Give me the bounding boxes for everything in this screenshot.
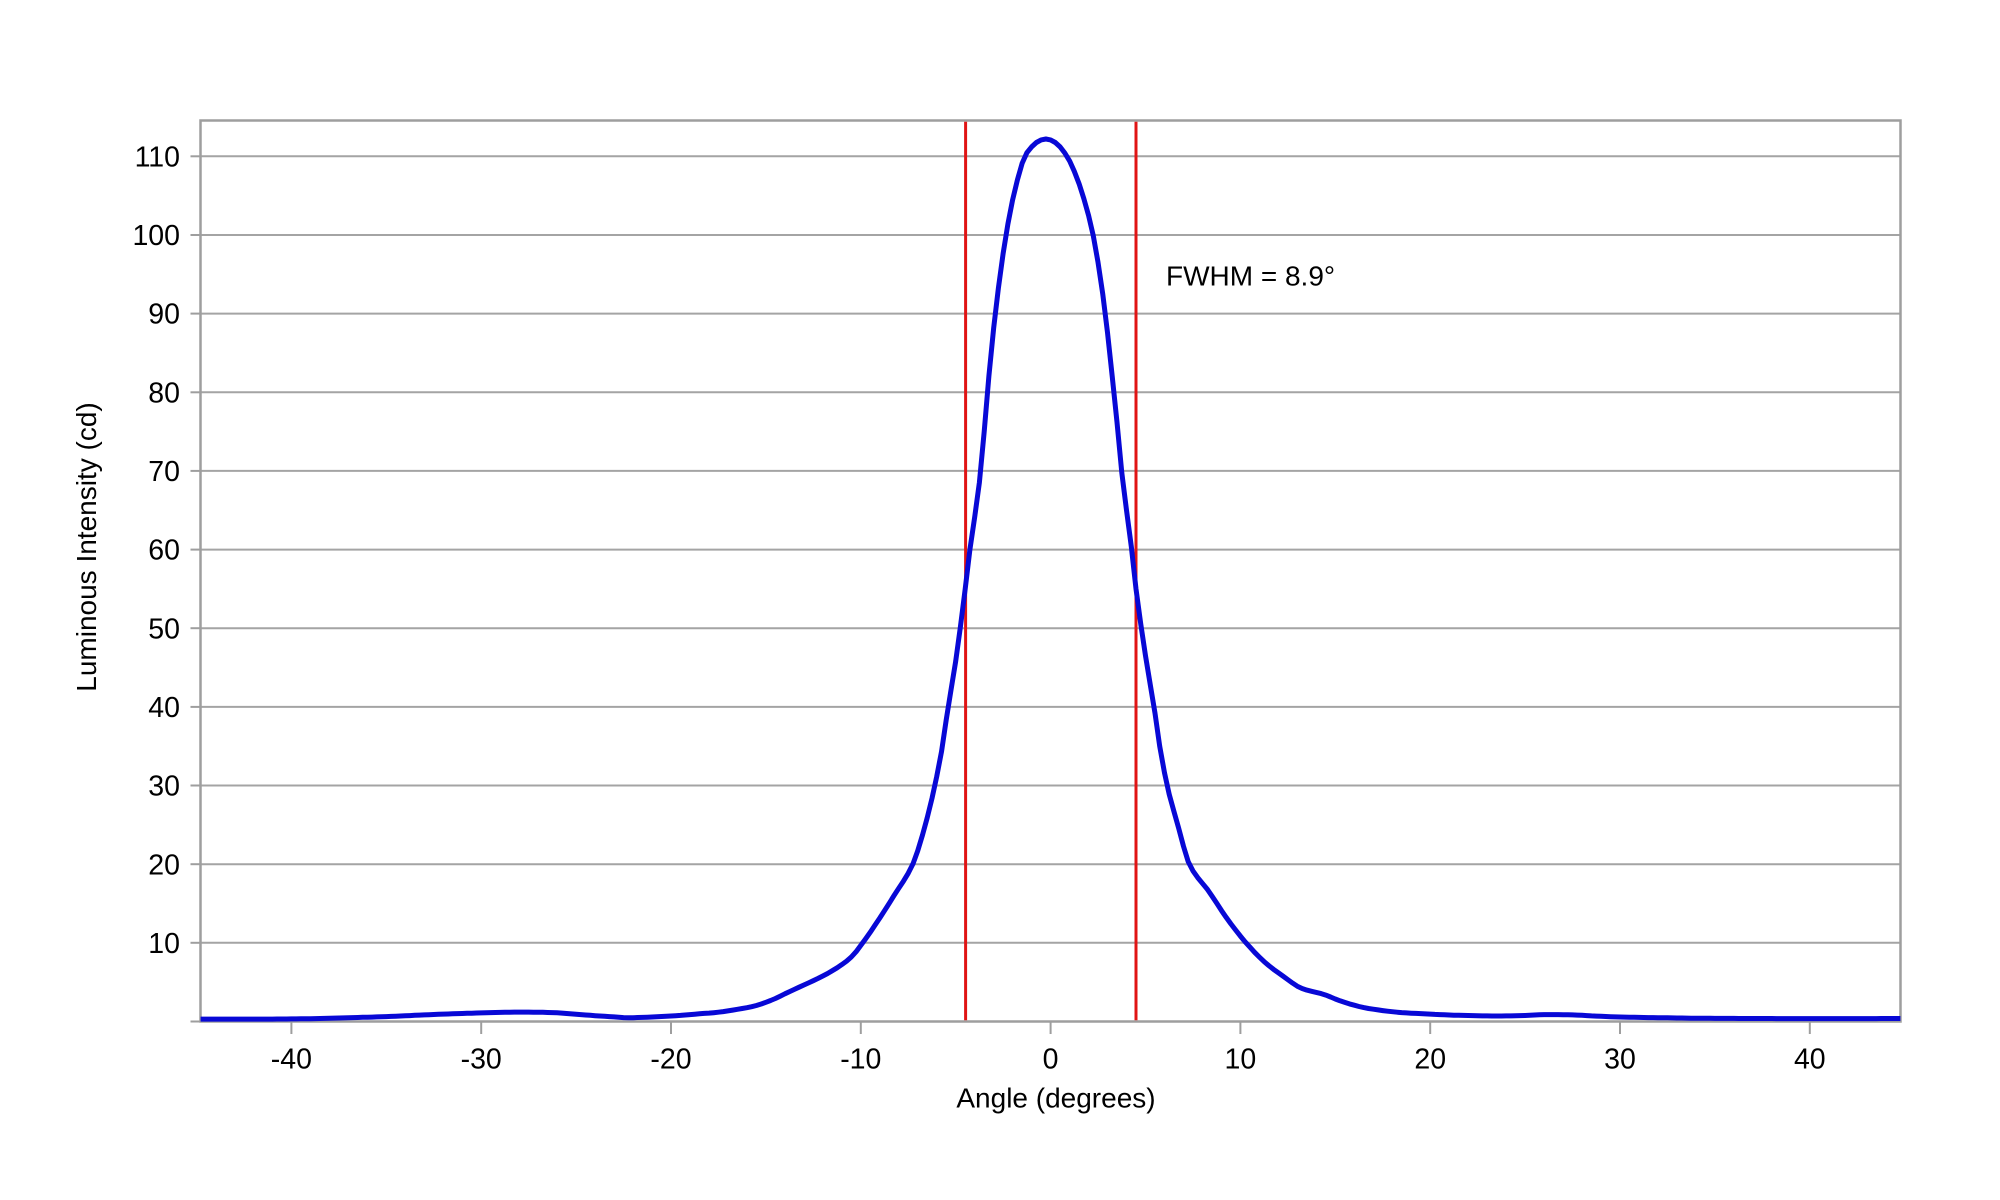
svg-text:30: 30 [1604,1044,1636,1076]
svg-text:-10: -10 [840,1044,881,1076]
svg-text:80: 80 [148,377,180,409]
svg-text:20: 20 [148,849,180,881]
svg-text:10: 10 [1225,1044,1257,1076]
svg-text:40: 40 [148,692,180,724]
svg-text:110: 110 [135,141,180,173]
svg-text:100: 100 [132,220,180,252]
svg-text:Angle (degrees): Angle (degrees) [956,1083,1155,1114]
svg-text:50: 50 [148,613,180,645]
svg-text:FWHM = 8.9°: FWHM = 8.9° [1166,261,1335,292]
svg-text:-30: -30 [461,1044,502,1076]
svg-text:70: 70 [148,456,180,488]
svg-text:20: 20 [1414,1044,1446,1076]
svg-text:10: 10 [148,928,180,960]
svg-text:-20: -20 [650,1044,691,1076]
svg-text:40: 40 [1794,1044,1826,1076]
svg-text:Luminous Intensity (cd): Luminous Intensity (cd) [71,402,102,691]
svg-text:-40: -40 [271,1044,312,1076]
svg-text:30: 30 [148,771,180,803]
svg-text:90: 90 [148,299,180,331]
svg-text:60: 60 [148,535,180,567]
svg-text:0: 0 [1043,1044,1059,1076]
